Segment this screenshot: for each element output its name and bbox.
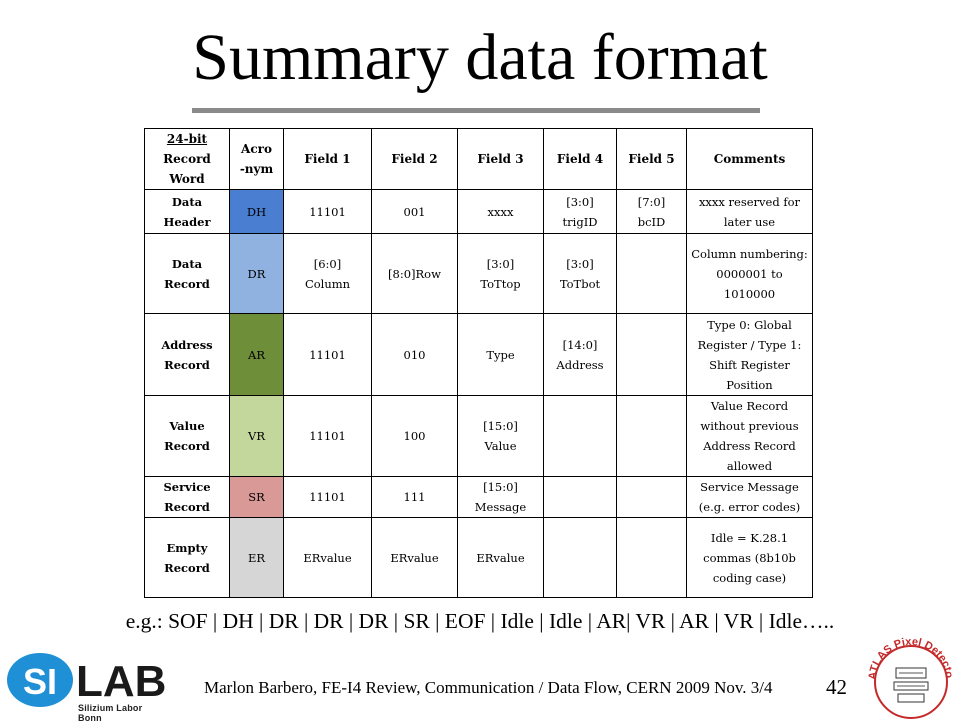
atlas-pixel-logo: ATLAS Pixel Detector bbox=[864, 627, 956, 720]
field-3-cell: [15:0] Value bbox=[457, 395, 544, 477]
row-name: Address Record bbox=[144, 313, 230, 396]
field-3-cell: xxxx bbox=[457, 189, 544, 234]
table-row-address-record: Address Record AR 11101 010 Type [14:0] Ad… bbox=[144, 313, 813, 396]
footer-credit: Marlon Barbero, FE-I4 Review, Communicat… bbox=[204, 678, 773, 697]
field-4-cell bbox=[543, 395, 617, 477]
acronym-cell-dr: DR bbox=[229, 233, 284, 314]
header-acronym: Acro -nym bbox=[229, 128, 284, 190]
table-row-value-record: Value Record VR 11101 100 [15:0] Value Val… bbox=[144, 395, 813, 477]
acronym-cell-vr: VR bbox=[229, 395, 284, 477]
acronym-cell-dh: DH bbox=[229, 189, 284, 234]
header-field-1: Field 1 bbox=[283, 128, 372, 190]
field-2-cell: 010 bbox=[371, 313, 458, 396]
field-2-cell: 100 bbox=[371, 395, 458, 477]
acronym-cell-er: ER bbox=[229, 517, 284, 598]
field-2-cell: 111 bbox=[371, 476, 458, 518]
row-name: Data Record bbox=[144, 233, 230, 314]
table-row-data-record: Data Record DR [6:0] Column [8:0]Row [3:0]… bbox=[144, 233, 813, 314]
field-4-cell: [3:0] trigID bbox=[543, 189, 617, 234]
header-record-word: 24-bit Record Word bbox=[144, 128, 230, 190]
field-5-cell bbox=[616, 517, 687, 598]
svg-text:SI: SI bbox=[23, 661, 57, 702]
acronym-cell-sr: SR bbox=[229, 476, 284, 518]
acronym-cell-ar: AR bbox=[229, 313, 284, 396]
field-4-cell: [3:0] ToTbot bbox=[543, 233, 617, 314]
row-name: Value Record bbox=[144, 395, 230, 477]
field-5-cell bbox=[616, 476, 687, 518]
field-2-cell: 001 bbox=[371, 189, 458, 234]
row-name: Service Record bbox=[144, 476, 230, 518]
title-underline bbox=[192, 108, 760, 113]
silab-subtitle: Silizium Labor Bonn bbox=[78, 703, 143, 723]
row-name: Empty Record bbox=[144, 517, 230, 598]
data-format-table: 24-bit Record Word Acro -nym Field 1 Fie… bbox=[144, 128, 813, 598]
field-3-cell: ERvalue bbox=[457, 517, 544, 598]
field-1-cell: [6:0] Column bbox=[283, 233, 372, 314]
field-4-cell bbox=[543, 476, 617, 518]
comments-cell: Value Record without previous Address Re… bbox=[686, 395, 813, 477]
field-5-cell bbox=[616, 313, 687, 396]
comments-cell: Idle = K.28.1 commas (8b10b coding case) bbox=[686, 517, 813, 598]
header-field-3: Field 3 bbox=[457, 128, 544, 190]
field-4-cell bbox=[543, 517, 617, 598]
silab-logo: SI LAB Silizium Labor Bonn bbox=[6, 652, 166, 723]
comments-cell: xxxx reserved for later use bbox=[686, 189, 813, 234]
slide-title: Summary data format bbox=[192, 21, 768, 94]
table-header-row: 24-bit Record Word Acro -nym Field 1 Fie… bbox=[144, 128, 813, 190]
page-number: 42 bbox=[826, 675, 847, 699]
field-1-cell: 11101 bbox=[283, 313, 372, 396]
table-row-service-record: Service Record SR 11101 111 [15:0] Message… bbox=[144, 476, 813, 518]
table-row-empty-record: Empty Record ER ERvalue ERvalue ERvalue I… bbox=[144, 517, 813, 598]
field-1-cell: 11101 bbox=[283, 476, 372, 518]
field-4-cell: [14:0] Address bbox=[543, 313, 617, 396]
comments-cell: Service Message (e.g. error codes) bbox=[686, 476, 813, 518]
field-1-cell: 11101 bbox=[283, 189, 372, 234]
field-5-cell: [7:0] bcID bbox=[616, 189, 687, 234]
comments-cell: Type 0: Global Register / Type 1: Shift … bbox=[686, 313, 813, 396]
field-3-cell: [3:0] ToTtop bbox=[457, 233, 544, 314]
field-3-cell: Type bbox=[457, 313, 544, 396]
row-name: Data Header bbox=[144, 189, 230, 234]
header-field-5: Field 5 bbox=[616, 128, 687, 190]
header-field-4: Field 4 bbox=[543, 128, 617, 190]
field-1-cell: 11101 bbox=[283, 395, 372, 477]
svg-text:LAB: LAB bbox=[76, 657, 166, 706]
field-2-cell: ERvalue bbox=[371, 517, 458, 598]
field-2-cell: [8:0]Row bbox=[371, 233, 458, 314]
field-1-cell: ERvalue bbox=[283, 517, 372, 598]
header-field-2: Field 2 bbox=[371, 128, 458, 190]
table-row-data-header: Data Header DH 11101 001 xxxx [3:0] trigID… bbox=[144, 189, 813, 234]
header-comments: Comments bbox=[686, 128, 813, 190]
comments-cell: Column numbering: 0000001 to 1010000 bbox=[686, 233, 813, 314]
field-5-cell bbox=[616, 395, 687, 477]
field-3-cell: [15:0] Message bbox=[457, 476, 544, 518]
example-sequence: e.g.: SOF | DH | DR | DR | DR | SR | EOF… bbox=[125, 609, 835, 633]
field-5-cell bbox=[616, 233, 687, 314]
